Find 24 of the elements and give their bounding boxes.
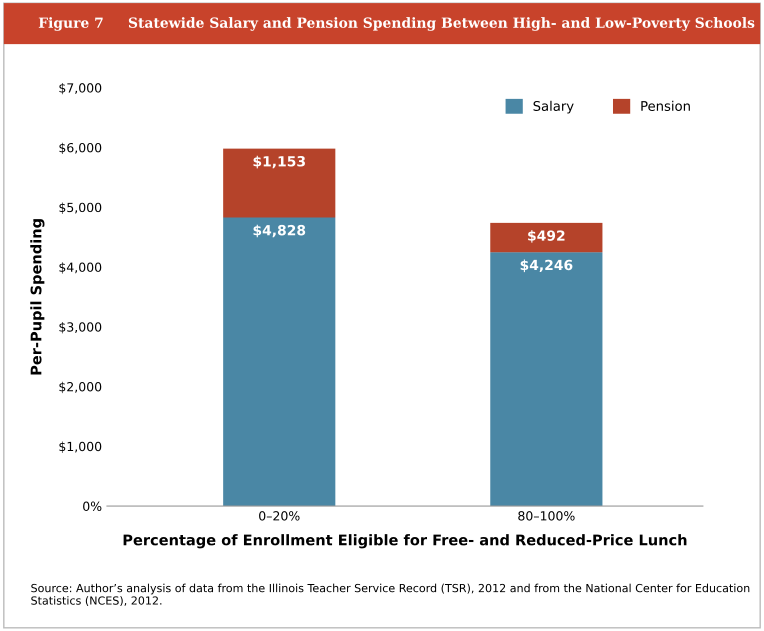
- bar: [490, 252, 602, 506]
- text: $492: [528, 230, 564, 243]
- x-tick-label: 0–20%: [259, 511, 300, 521]
- bar: [490, 222, 602, 252]
- y-tick-label: $4,000: [59, 262, 102, 274]
- x-axis-title: Percentage of Enrollment Eligible for Free- and Reduced-Price Lunch: [124, 534, 686, 548]
- y-tick-label: $3,000: [59, 322, 102, 334]
- source-note: Source: Author’s analysis of data from the Illinois Teacher Service Record (TSR), 2012 and from the National Center for Education Statistics (NCES), 2012.: [31, 584, 750, 606]
- y-tick-label: $1,000: [59, 442, 102, 453]
- x-tick-label: 80–100%: [518, 511, 575, 521]
- text: $1,153: [254, 156, 305, 168]
- y-tick-label: $5,000: [59, 202, 102, 214]
- bar: [223, 218, 336, 506]
- y-tick-label: 0%: [83, 502, 102, 511]
- legend-label: Salary: [534, 100, 574, 114]
- text: $4,246: [520, 259, 572, 272]
- y-axis-title: Per-Pupil Spending: [30, 219, 44, 374]
- text: $4,828: [254, 224, 306, 238]
- bar: [223, 148, 336, 218]
- y-tick-label: $7,000: [59, 82, 102, 94]
- y-tick-label: $2,000: [59, 382, 102, 394]
- legend-label: Pension: [641, 100, 690, 111]
- chart-title: Figure 7 Statewide Salary and Pension Spending Between High- and Low-Poverty Schools: [38, 17, 754, 31]
- y-tick-label: $6,000: [59, 142, 102, 154]
